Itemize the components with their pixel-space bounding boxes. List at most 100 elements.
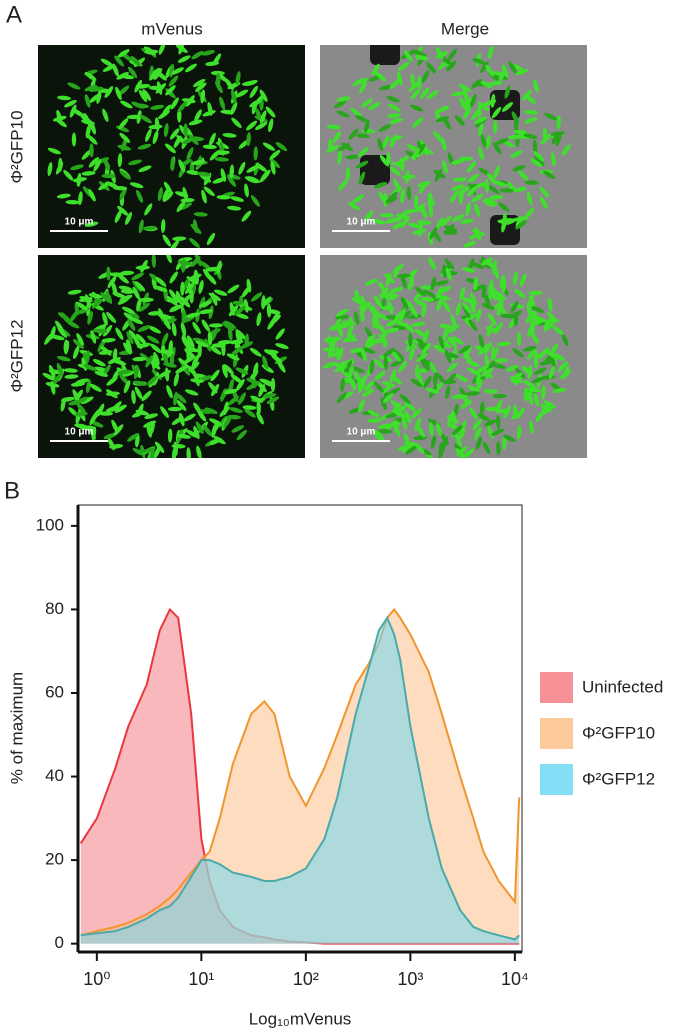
cell — [275, 343, 289, 349]
cell — [103, 432, 118, 439]
cell — [52, 115, 67, 122]
cell — [482, 99, 497, 106]
cell — [485, 64, 494, 77]
cell — [475, 182, 489, 188]
cell — [398, 61, 410, 71]
cell — [496, 341, 511, 347]
cell — [261, 295, 266, 310]
cell — [231, 346, 243, 356]
cell — [386, 151, 391, 166]
cell — [496, 302, 504, 316]
cell — [368, 102, 381, 111]
cell — [391, 402, 402, 414]
cell — [123, 380, 131, 394]
cell — [369, 360, 375, 374]
cell — [400, 275, 407, 289]
cell — [177, 433, 191, 439]
cell — [416, 352, 428, 363]
cell — [143, 46, 156, 56]
cell — [544, 113, 558, 121]
cell — [414, 417, 422, 431]
cell — [412, 117, 424, 128]
cell — [528, 290, 543, 296]
cell — [482, 199, 496, 208]
cell — [485, 406, 500, 412]
cell — [163, 123, 169, 138]
cell — [478, 123, 484, 137]
cell — [505, 364, 519, 372]
cell — [531, 376, 545, 384]
cell — [459, 218, 474, 224]
cell — [355, 115, 369, 123]
cell — [478, 334, 484, 349]
cell — [269, 157, 280, 169]
cell — [510, 300, 519, 314]
cell — [521, 89, 532, 101]
cell — [56, 355, 71, 362]
cell — [401, 174, 416, 180]
cell — [252, 362, 259, 377]
cell — [421, 303, 427, 318]
cell — [533, 367, 547, 375]
cell — [358, 171, 366, 185]
area — [80, 609, 520, 944]
legend-swatch — [540, 764, 573, 795]
cell — [336, 110, 350, 118]
cell — [241, 210, 252, 222]
cell — [88, 157, 100, 168]
y-tick-label: 80 — [45, 599, 64, 618]
cell — [103, 157, 110, 171]
cell — [211, 327, 218, 341]
cell — [192, 321, 201, 334]
cell — [361, 129, 376, 134]
cell — [361, 348, 367, 362]
cell — [256, 312, 262, 327]
cell — [459, 286, 466, 301]
cell — [455, 374, 468, 383]
cell — [149, 69, 159, 81]
cell — [484, 293, 491, 308]
cell — [236, 429, 248, 441]
cell — [138, 89, 148, 102]
cell — [410, 88, 421, 100]
cell — [221, 341, 226, 356]
cell — [421, 342, 432, 355]
row-label: Φ²GFP10 — [7, 110, 26, 183]
cell — [387, 103, 401, 112]
cell — [389, 118, 403, 124]
cell — [393, 423, 401, 437]
cell — [178, 45, 185, 55]
cell — [177, 260, 192, 266]
cell — [473, 203, 481, 217]
cell — [242, 80, 256, 86]
cell — [186, 170, 201, 175]
cell — [270, 354, 283, 364]
cell — [255, 121, 268, 131]
cell — [262, 355, 269, 370]
cell — [479, 80, 493, 89]
cell — [52, 373, 62, 385]
cell — [410, 73, 415, 88]
cell — [229, 407, 243, 413]
cell — [89, 412, 98, 426]
cell — [406, 185, 412, 200]
cell — [130, 55, 141, 67]
cell — [480, 60, 489, 73]
cell — [394, 411, 408, 418]
cell — [427, 193, 435, 206]
cell — [403, 322, 415, 333]
cell — [246, 378, 260, 385]
cell — [135, 103, 150, 109]
cell — [513, 117, 519, 132]
cell — [354, 289, 360, 304]
cell — [477, 413, 491, 421]
cell — [202, 144, 217, 150]
cell — [338, 179, 348, 191]
cell — [471, 108, 481, 121]
cell — [175, 365, 188, 374]
cell — [397, 71, 403, 86]
cell — [539, 359, 554, 366]
cell — [216, 195, 231, 200]
cell — [481, 303, 495, 310]
cell — [429, 361, 438, 375]
